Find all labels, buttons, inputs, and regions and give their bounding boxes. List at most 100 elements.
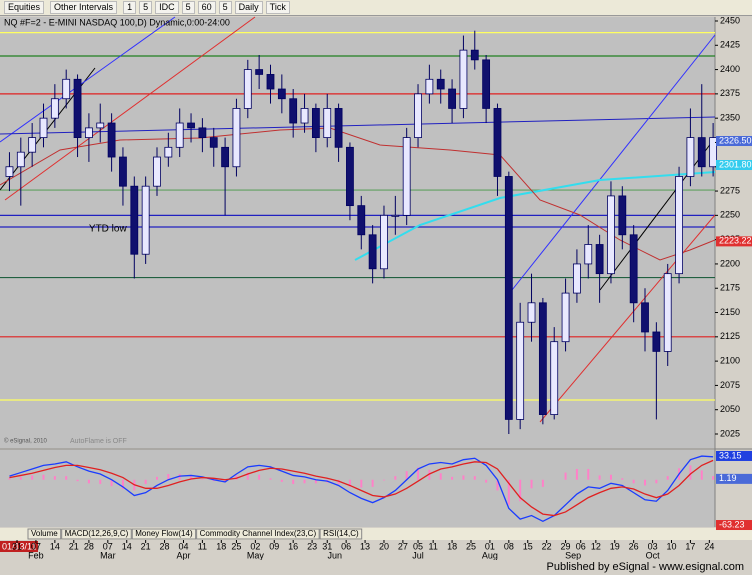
- price-marker: [716, 236, 752, 247]
- macd-histogram: [666, 476, 669, 480]
- candle-body: [187, 122, 195, 129]
- candle-body: [709, 137, 718, 168]
- macd-tick-box: [716, 520, 752, 531]
- candle-body: [663, 273, 672, 352]
- candle-body: [300, 108, 309, 124]
- macd-histogram: [19, 476, 22, 480]
- candle-body: [607, 195, 615, 275]
- candle-body: [289, 98, 298, 124]
- interval-button[interactable]: Tick: [265, 1, 290, 14]
- tab-bar: [0, 528, 752, 540]
- y-tick-label: 2400: [720, 64, 740, 74]
- macd-histogram: [87, 479, 90, 484]
- macd-histogram: [609, 474, 612, 480]
- x-tick-label: 29: [561, 541, 571, 551]
- macd-histogram: [564, 472, 567, 480]
- candle-body: [119, 156, 127, 187]
- candle-body: [28, 137, 37, 153]
- intervals-menu[interactable]: Other Intervals: [50, 1, 118, 14]
- candle-body: [675, 176, 683, 275]
- macd-histogram: [31, 475, 34, 480]
- candle-body: [175, 122, 184, 148]
- x-tick-label: 07: [31, 541, 41, 551]
- macd-histogram: [167, 473, 170, 480]
- x-tick-label: 06: [576, 541, 586, 551]
- x-tick-label: 03: [648, 541, 658, 551]
- macd-histogram: [53, 476, 56, 480]
- macd-histogram: [42, 474, 45, 480]
- macd-tick-label: 1.19: [719, 473, 737, 483]
- month-label: Oct: [646, 550, 661, 560]
- macd-histogram: [519, 479, 522, 502]
- macd-histogram: [235, 475, 238, 480]
- interval-button[interactable]: 5: [218, 1, 232, 14]
- macd-histogram: [292, 479, 295, 485]
- month-label: May: [247, 550, 265, 560]
- macd-histogram: [451, 476, 454, 480]
- trendline: [4, 16, 256, 201]
- y-tick-label: 2450: [720, 15, 740, 25]
- candle-body: [243, 69, 252, 109]
- macd-histogram: [644, 479, 647, 486]
- x-tick-label: 25: [466, 541, 476, 551]
- macd-histogram: [462, 475, 465, 480]
- candle-body: [221, 146, 229, 168]
- macd-line: [9, 459, 714, 517]
- candle-body: [516, 321, 525, 420]
- macd-histogram: [405, 471, 408, 480]
- candle-body: [141, 185, 150, 255]
- macd-histogram: [8, 478, 11, 480]
- start-date-box: [0, 541, 38, 552]
- macd-histogram: [258, 474, 261, 480]
- indicator-tab[interactable]: Volume: [31, 529, 58, 538]
- candle-body: [459, 49, 468, 109]
- macd-tick-box: [716, 450, 752, 461]
- macd-histogram: [632, 479, 635, 484]
- price-marker-label: 2326.50: [719, 135, 752, 145]
- month-label: Aug: [482, 550, 498, 560]
- interval-buttons: 1 5 IDC 5 60 5 Daily Tick: [123, 1, 290, 14]
- indicator-tab[interactable]: RSI(14,C): [323, 529, 359, 538]
- levels: [0, 32, 715, 401]
- price-marker: [716, 136, 752, 147]
- trendline: [0, 116, 716, 135]
- macd-histogram: [178, 473, 181, 480]
- macd-histogram: [65, 476, 68, 480]
- macd-tick-label: -63.23: [719, 519, 745, 529]
- x-tick-label: 23: [307, 541, 317, 551]
- x-tick-label: 28: [160, 541, 170, 551]
- indicator-tab[interactable]: Money Flow(14): [135, 529, 193, 538]
- interval-button[interactable]: Daily: [234, 1, 263, 14]
- macd-histogram: [280, 479, 283, 482]
- y-tick-label: 2075: [720, 380, 740, 390]
- indicator-tab[interactable]: MACD(12,26,9,C): [65, 529, 129, 538]
- macd-histogram: [246, 472, 249, 480]
- macd-histogram: [439, 473, 442, 480]
- candle-body: [697, 137, 706, 168]
- macd-histogram: [655, 479, 658, 484]
- candle-body: [39, 117, 48, 139]
- symbol-menu[interactable]: Equities: [4, 1, 45, 14]
- x-tick-label: 15: [523, 541, 533, 551]
- macd-histogram: [190, 476, 193, 480]
- candle-body: [346, 146, 354, 207]
- watermark: © eSignal, 2010: [4, 438, 47, 445]
- interval-button[interactable]: 5: [181, 1, 195, 14]
- indicator-tab[interactable]: Commodity Channel Index(23,C): [200, 529, 317, 538]
- macd-line: [9, 455, 714, 522]
- macd-histogram: [394, 476, 397, 480]
- macd-histogram: [269, 478, 272, 480]
- interval-button[interactable]: 5: [139, 1, 153, 14]
- y-tick-label: 2275: [720, 185, 740, 195]
- x-tick-label: 28: [84, 541, 94, 551]
- interval-button[interactable]: IDC: [155, 1, 179, 14]
- macd-histogram: [689, 465, 692, 480]
- month-label: Sep: [565, 550, 581, 560]
- interval-button[interactable]: 1: [123, 1, 137, 14]
- trendline: [539, 214, 716, 423]
- candle-body: [73, 78, 82, 139]
- candle-body: [618, 195, 627, 236]
- interval-button[interactable]: 60: [197, 1, 216, 14]
- macd-histogram: [700, 470, 703, 480]
